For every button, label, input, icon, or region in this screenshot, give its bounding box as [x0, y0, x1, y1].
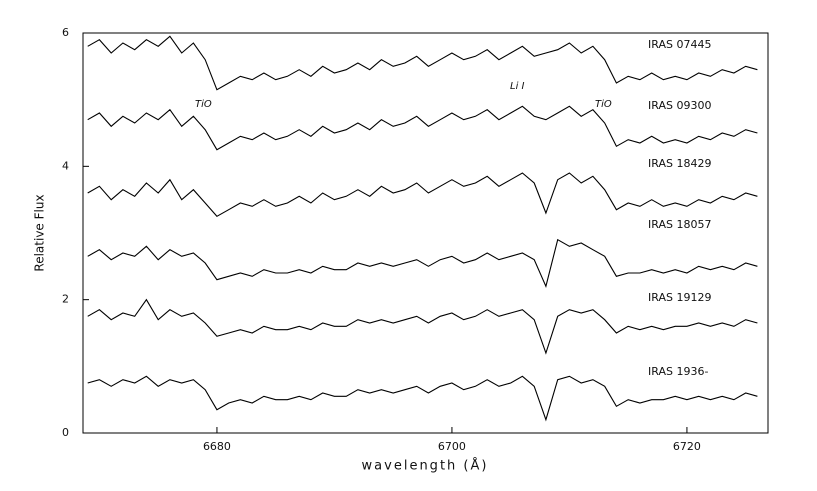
annotation: TiO [195, 99, 212, 110]
annotation: Li I [510, 81, 525, 92]
series-label: IRAS 18057 [648, 218, 711, 231]
x-tick-label: 6680 [203, 440, 231, 453]
y-tick-label: 6 [62, 26, 69, 39]
x-tick-label: 6700 [438, 440, 466, 453]
y-axis-label: Relative Flux [33, 194, 47, 271]
spectrum-line [87, 35, 758, 91]
spectrum-line [87, 172, 758, 217]
spectrum-line [87, 105, 758, 151]
series-label: IRAS 18429 [648, 157, 711, 170]
plot-frame [82, 32, 769, 434]
y-tick-label: 2 [62, 293, 69, 306]
spectrum-line [87, 375, 758, 422]
annotation: TiO [595, 99, 612, 110]
spectrum-line [87, 298, 758, 355]
series-label: IRAS 1936- [648, 365, 708, 378]
x-tick-label: 6720 [673, 440, 701, 453]
y-tick-label: 4 [62, 159, 69, 172]
y-tick-label: 0 [62, 426, 69, 439]
series-label: IRAS 09300 [648, 99, 711, 112]
series-label: IRAS 19129 [648, 291, 711, 304]
series-label: IRAS 07445 [648, 38, 711, 51]
spectrum-line [87, 238, 758, 288]
x-axis-label: wavelength (Å) [362, 458, 489, 474]
